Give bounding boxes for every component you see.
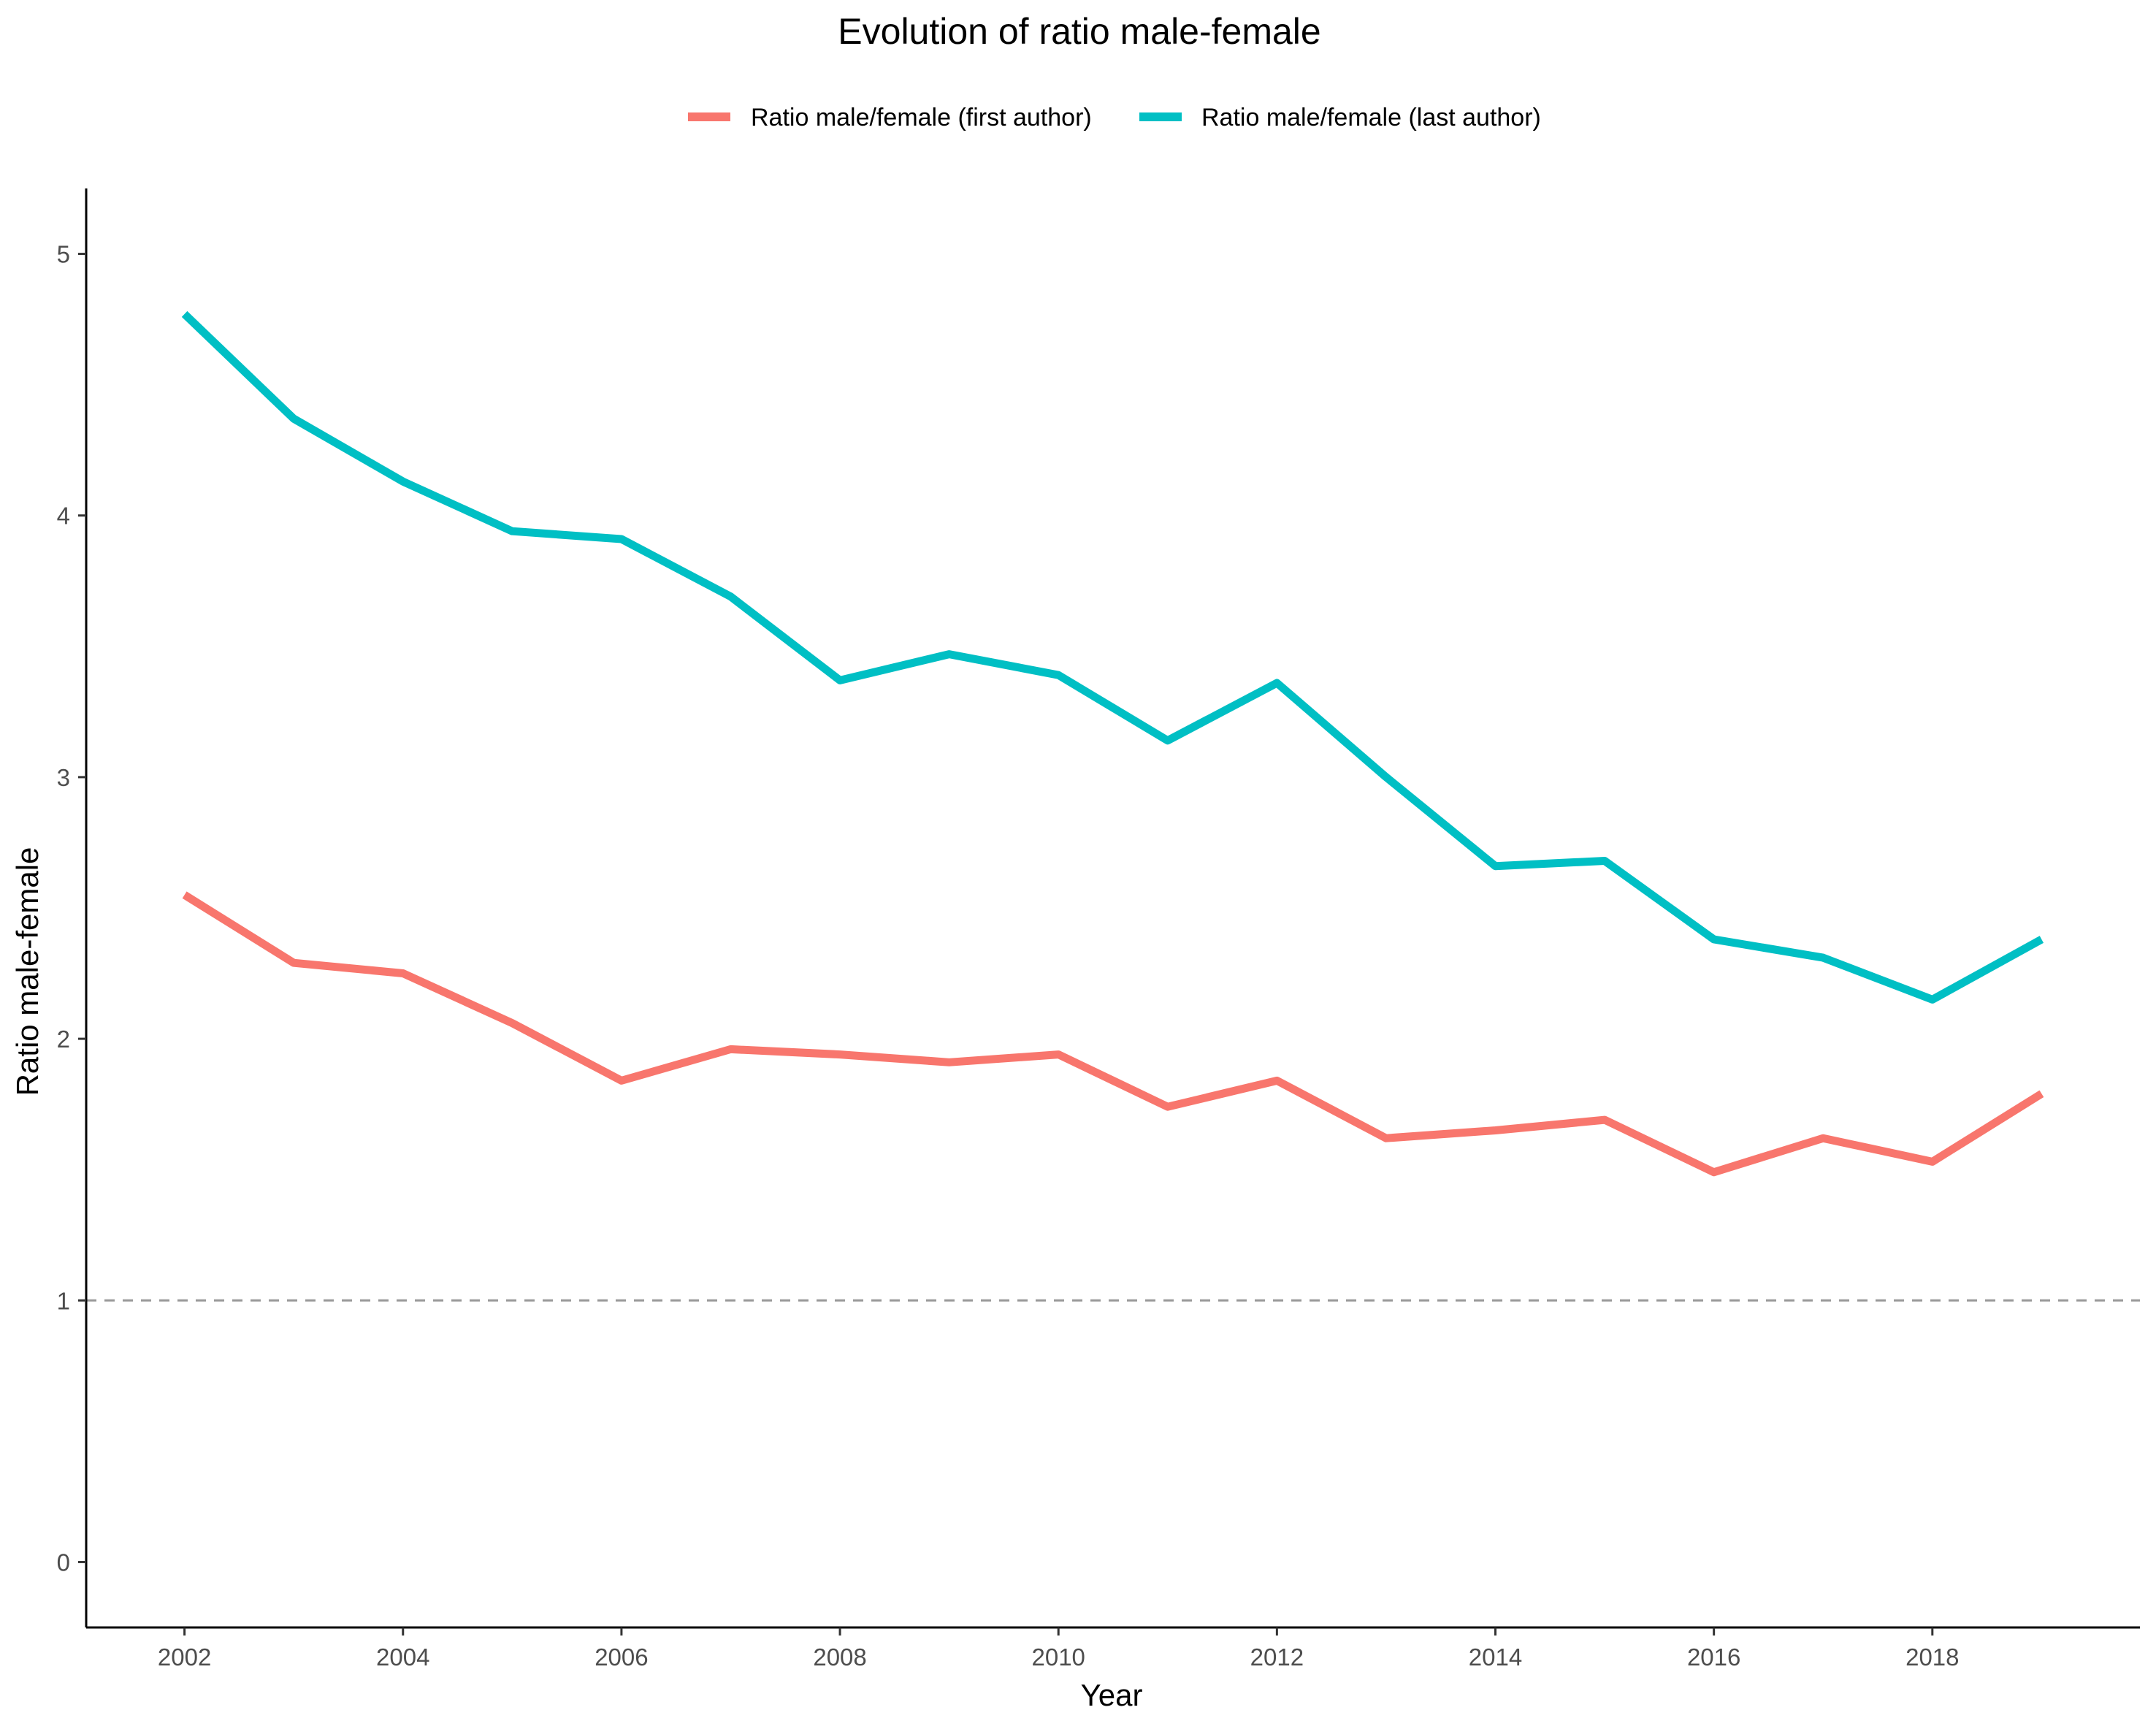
chart-title: Evolution of ratio male-female [838, 11, 1320, 52]
legend-label-last-author: Ratio male/female (last author) [1201, 104, 1541, 131]
x-tick-label: 2016 [1687, 1644, 1740, 1671]
y-tick-label: 1 [57, 1287, 70, 1314]
y-axis-title: Ratio male-female [10, 847, 45, 1096]
x-tick-label: 2014 [1469, 1644, 1522, 1671]
x-tick-label: 2018 [1905, 1644, 1959, 1671]
series-line-last-author [181, 310, 2044, 1004]
x-tick-label: 2004 [376, 1644, 429, 1671]
legend: Ratio male/female (first author) Ratio m… [688, 104, 1541, 131]
series-line-first-author [182, 891, 2044, 1177]
plot-panel: 0 1 2 3 4 5 2002 2004 2006 2008 2010 2012 2014 2016 20… [57, 188, 2140, 1671]
x-tick-label: 2010 [1032, 1644, 1085, 1671]
x-axis-title: Year [1081, 1678, 1143, 1712]
x-tick-label: 2012 [1250, 1644, 1304, 1671]
y-tick-label: 3 [57, 764, 70, 791]
x-tick-label: 2002 [158, 1644, 211, 1671]
y-tick-label: 0 [57, 1549, 70, 1576]
y-tick-label: 5 [57, 241, 70, 268]
y-tick-label: 4 [57, 503, 70, 530]
y-tick-label: 2 [57, 1026, 70, 1053]
x-tick-label: 2008 [813, 1644, 866, 1671]
x-tick-label: 2006 [595, 1644, 648, 1671]
legend-label-first-author: Ratio male/female (first author) [751, 104, 1092, 131]
